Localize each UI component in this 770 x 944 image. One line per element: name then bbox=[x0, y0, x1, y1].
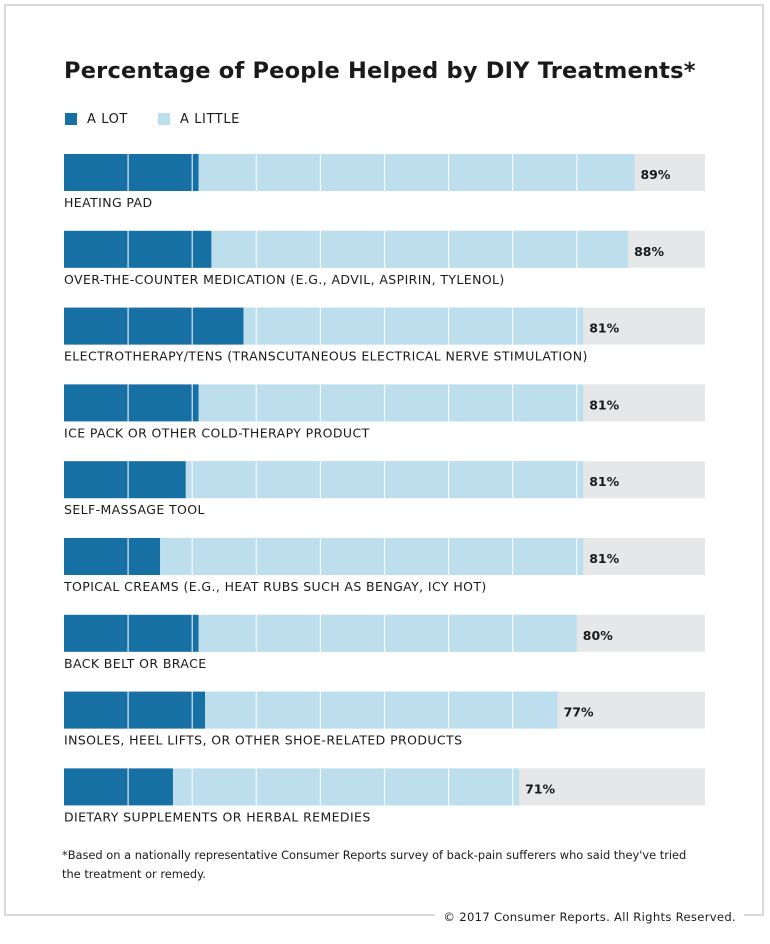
infographic-frame bbox=[4, 4, 764, 916]
legend-item-a-little: A LITTLE bbox=[157, 111, 240, 127]
legend-swatch-a-little bbox=[157, 113, 170, 125]
legend: A LOT A LITTLE bbox=[65, 110, 270, 128]
copyright: © 2017 Consumer Reports. All Rights Rese… bbox=[435, 910, 744, 924]
legend-label-a-little: A LITTLE bbox=[179, 111, 240, 127]
legend-swatch-a-lot bbox=[65, 113, 77, 125]
legend-label-a-lot: A LOT bbox=[87, 111, 128, 127]
footnote: *Based on a nationally representative Co… bbox=[62, 848, 687, 881]
chart-title: Percentage of People Helped by DIY Treat… bbox=[64, 58, 696, 84]
legend-item-a-lot: A LOT bbox=[65, 112, 128, 127]
